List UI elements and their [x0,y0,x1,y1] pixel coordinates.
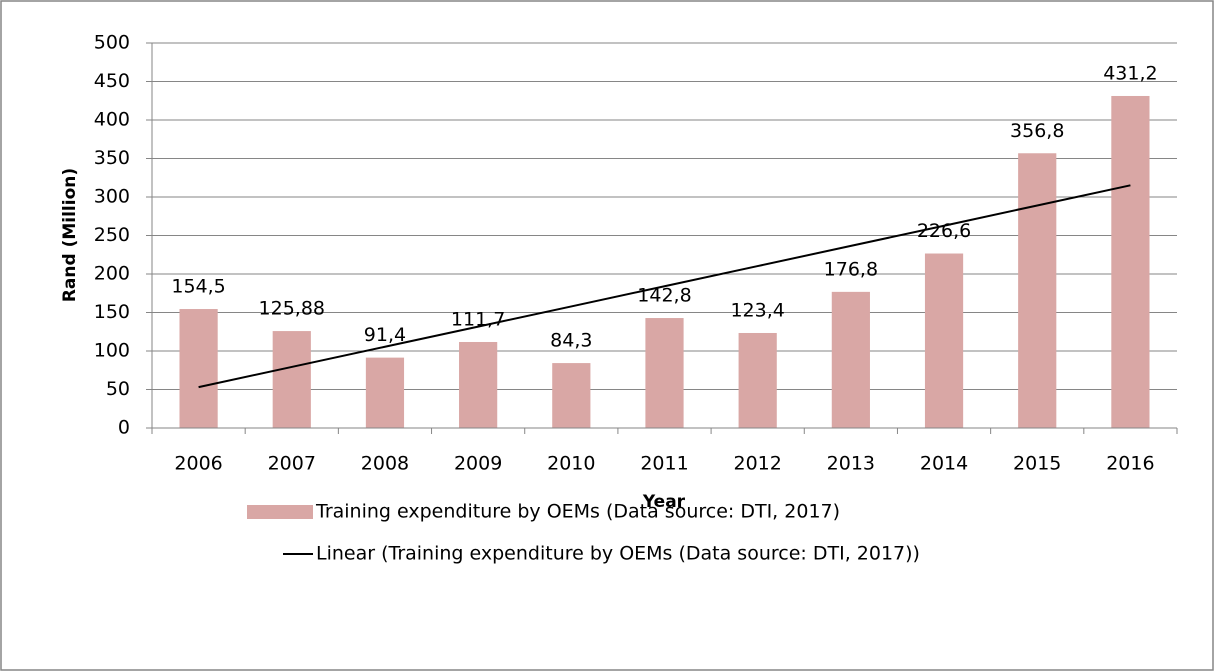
y-axis-title: Rand (Million) [60,168,80,302]
bar [179,309,218,428]
y-tick-label: 100 [94,340,130,362]
bar [924,253,964,428]
data-label: 125,88 [259,298,325,320]
legend-label: Training expenditure by OEMs (Data sourc… [315,501,840,523]
x-tick-label: 2013 [827,453,875,475]
x-tick-label: 2012 [734,453,782,475]
x-tick-label: 2007 [268,453,316,475]
trend-line [198,184,1131,389]
bar [645,318,684,428]
data-label: 111,7 [451,308,505,330]
y-tick-label: 500 [94,32,130,54]
x-tick-label: 2010 [547,453,595,475]
y-tick-label: 450 [94,70,130,92]
y-tick-label: 350 [94,147,130,169]
x-axis-title: Year [642,492,686,512]
y-tick-label: 150 [94,301,130,323]
bar [459,341,498,428]
y-tick-label: 400 [94,109,130,131]
data-label: 431,2 [1103,62,1157,84]
bar [552,363,591,428]
data-label: 142,8 [637,285,691,307]
data-label: 91,4 [364,324,406,346]
bar [738,332,777,428]
y-tick-label: 50 [106,378,130,400]
x-tick-label: 2014 [920,453,968,475]
data-label: 154,5 [171,276,225,298]
bar [1111,95,1150,428]
y-tick-label: 300 [94,186,130,208]
data-label: 84,3 [550,330,592,352]
data-label: 226,6 [917,220,971,242]
x-tick-label: 2016 [1106,453,1154,475]
data-label: 176,8 [824,258,878,280]
x-tick-label: 2011 [640,453,688,475]
bar [1018,153,1057,428]
y-tick-label: 0 [118,417,130,439]
x-tick-label: 2008 [361,453,409,475]
bar [365,357,405,428]
x-tick-label: 2009 [454,453,502,475]
x-tick-label: 2006 [174,453,222,475]
legend-label: Linear (Training expenditure by OEMs (Da… [316,543,920,565]
bar [272,331,311,428]
bar [831,291,870,428]
data-label: 123,4 [730,299,784,321]
legend-swatch [247,505,313,519]
y-tick-label: 200 [94,263,130,285]
data-label: 356,8 [1010,120,1064,142]
x-tick-label: 2015 [1013,453,1061,475]
y-tick-label: 250 [94,224,130,246]
